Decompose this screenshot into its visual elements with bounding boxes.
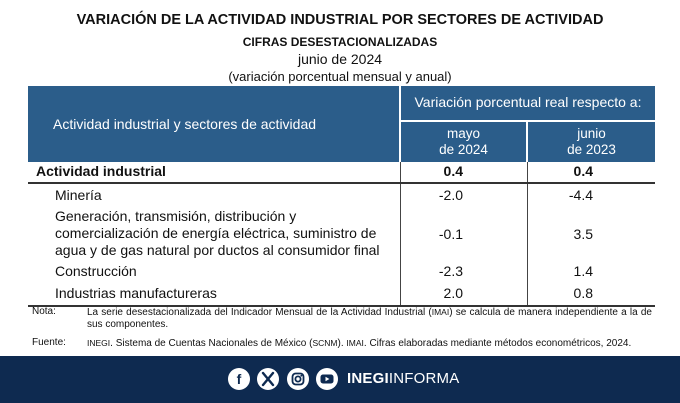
row-label: Actividad industrial [36, 163, 166, 179]
footer-bar: f INEGIINFORMA [0, 356, 680, 403]
row-label-line: Generación, transmisión, distribución y [55, 208, 297, 224]
source: Fuente: INEGI. Sistema de Cuentas Nacion… [32, 337, 652, 350]
data-table: Actividad industrial y sectores de activ… [28, 86, 655, 307]
value-june-2023: 3.5 [573, 226, 593, 242]
abbr-imai: IMAI [431, 307, 450, 317]
abbr-scnm: SCNM [312, 338, 338, 348]
column-divider [527, 162, 528, 306]
note-text: La serie desestacionalizada del Indicado… [87, 307, 652, 330]
abbr-inegi: INEGI [87, 338, 111, 348]
group-header-cell: Variación porcentual real respecto a: [401, 86, 655, 120]
x-icon[interactable] [257, 368, 279, 390]
period-label: junio de 2024 [297, 51, 383, 67]
column-header-june-2023: junio de 2023 [528, 122, 655, 162]
table-bottom-rule [28, 305, 655, 307]
value-may-2024: 0.4 [443, 163, 463, 179]
notes-section: Nota: La serie desestacionalizada del In… [32, 306, 652, 350]
value-june-2023: 1.4 [573, 263, 593, 279]
value-may-2024: 2.0 [443, 285, 463, 301]
value-june-2023: 0.8 [573, 285, 593, 301]
row-header-label: Actividad industrial y sectores de activ… [53, 116, 317, 132]
row-label: Minería [55, 187, 102, 203]
column-divider [400, 162, 401, 306]
source-text: INEGI. Sistema de Cuentas Nacionales de … [87, 338, 632, 349]
note-key: Nota: [32, 306, 56, 317]
row-label-line: comercialización de energía eléctrica, s… [55, 225, 377, 241]
group-header-label: Variación porcentual real respecto a: [414, 94, 642, 110]
youtube-icon[interactable] [316, 368, 338, 390]
page-subtitle: CIFRAS DESESTACIONALIZADAS [242, 35, 438, 49]
page-title: VARIACIÓN DE LA ACTIVIDAD INDUSTRIAL POR… [76, 12, 604, 28]
value-may-2024: -0.1 [438, 226, 463, 242]
column-header-may-2024: mayo de 2024 [401, 122, 526, 162]
row-divider [28, 182, 655, 184]
abbr-imai: IMAI [346, 338, 364, 348]
instagram-icon[interactable] [287, 368, 309, 390]
row-label: Generación, transmisión, distribución y … [55, 208, 380, 259]
value-june-2023: 0.4 [573, 163, 593, 179]
value-may-2024: -2.3 [438, 263, 463, 279]
row-label: Construcción [55, 263, 137, 279]
column-header-line: mayo [446, 126, 480, 141]
row-label: Industrias manufactureras [55, 285, 217, 301]
column-header-line: de 2023 [567, 142, 616, 157]
inegi-informa-logo: INEGIINFORMA [347, 370, 460, 387]
value-june-2023: -4.4 [568, 187, 593, 203]
note: Nota: La serie desestacionalizada del In… [32, 306, 652, 331]
source-key: Fuente: [32, 337, 66, 348]
column-header-line: de 2024 [439, 142, 488, 157]
facebook-icon[interactable]: f [228, 368, 250, 390]
unit-label: (variación porcentual mensual y anual) [228, 69, 452, 84]
row-label-line: agua y de gas natural por ductos al cons… [55, 242, 380, 258]
column-header-line: junio [577, 126, 606, 141]
value-may-2024: -2.0 [438, 187, 463, 203]
row-header-cell: Actividad industrial y sectores de activ… [28, 86, 399, 162]
